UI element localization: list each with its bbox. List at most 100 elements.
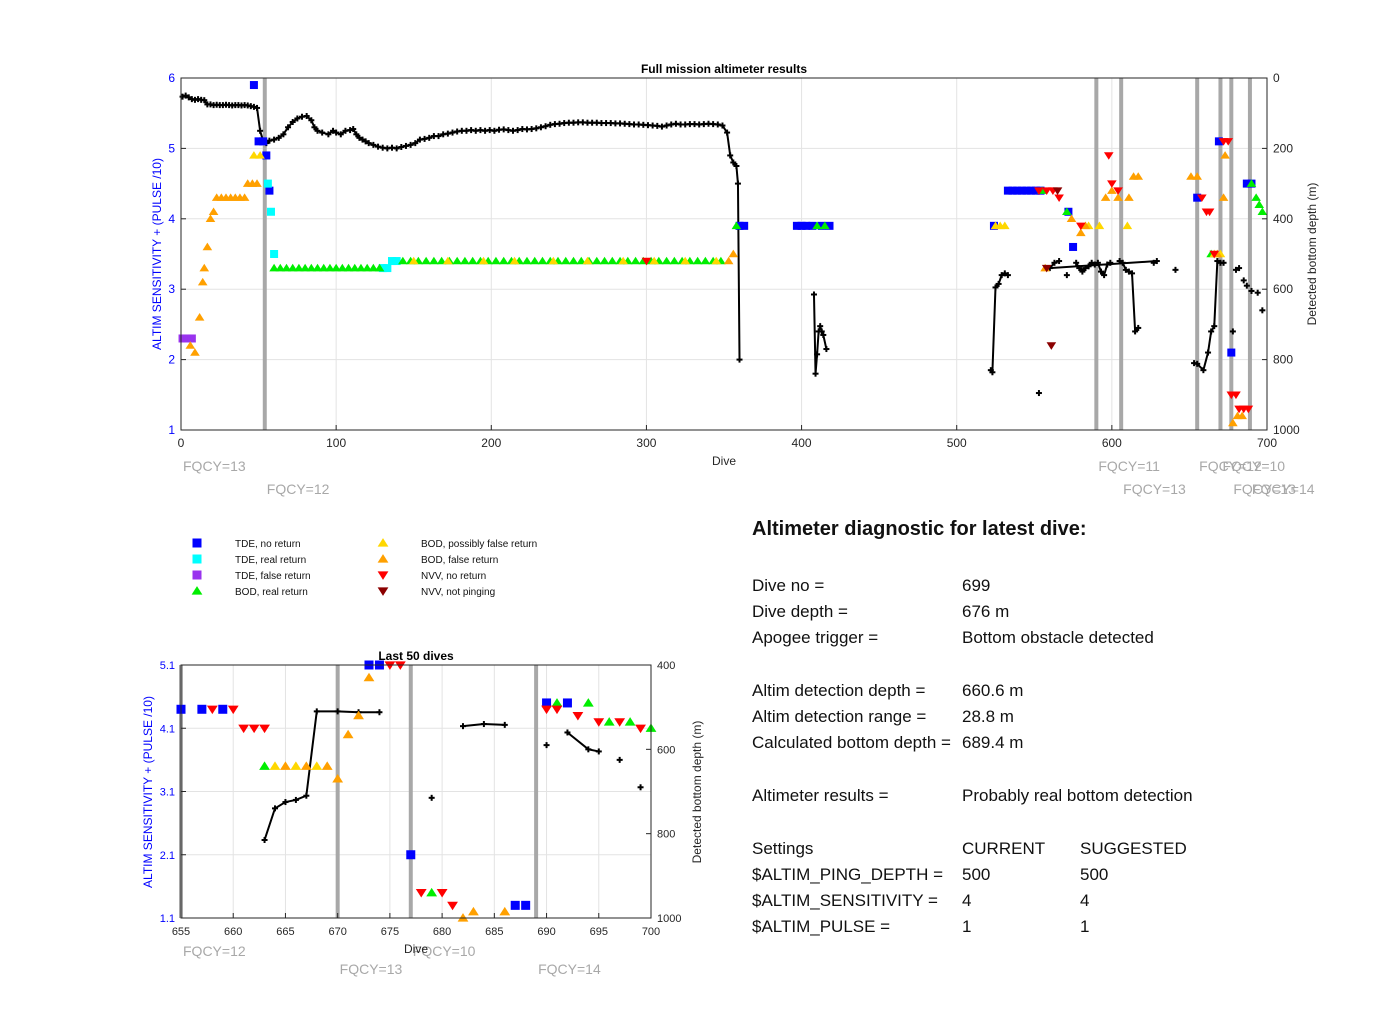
depth-point	[1220, 259, 1227, 266]
depth-point	[992, 284, 999, 291]
depth-point	[820, 331, 827, 338]
bod-real-marker	[362, 263, 372, 272]
bod-false-marker	[1237, 411, 1247, 420]
depth-line	[263, 710, 380, 841]
bod-real-marker	[669, 256, 680, 265]
depth-point	[1129, 270, 1136, 277]
bod-false-marker	[723, 256, 734, 265]
y2-tick-label: 1000	[657, 913, 681, 925]
bod-possibly-marker	[255, 151, 265, 159]
depth-point	[1101, 272, 1108, 279]
depth-point	[1236, 265, 1243, 272]
nvv-no-marker	[206, 705, 218, 715]
bod-false-marker	[1107, 186, 1117, 194]
depth-point	[1073, 259, 1080, 266]
bod-real-marker	[498, 256, 509, 265]
bod-possibly-marker	[478, 256, 489, 265]
tde-no-marker	[1003, 186, 1012, 195]
depth-point	[1056, 258, 1063, 265]
plot-frame	[180, 77, 1268, 431]
bod-real-marker	[661, 256, 672, 265]
nvv-no-marker	[1209, 250, 1220, 259]
bod-false-marker	[321, 761, 333, 770]
depth-point	[370, 141, 377, 148]
depth-point	[1200, 367, 1207, 374]
bod-false-marker	[342, 729, 354, 739]
bod-real-marker	[306, 263, 317, 272]
y-tick-label: 3.1	[160, 787, 175, 799]
depth-point	[257, 127, 264, 134]
nvv-no-marker	[394, 661, 406, 670]
y2-tick-label: 200	[1273, 141, 1293, 155]
tde-no-marker	[808, 221, 817, 230]
fqcy-label: FQCY=10	[1222, 458, 1285, 474]
bod-real-marker	[312, 263, 323, 272]
fqcy-label: FQCY=14	[1252, 481, 1315, 497]
x-tick-label: 665	[276, 926, 294, 938]
depth-point	[480, 721, 487, 728]
legend-marker	[192, 538, 202, 548]
y2-tick-label: 800	[1273, 353, 1293, 367]
nvv-no-marker	[436, 889, 448, 898]
depth-point	[402, 142, 409, 149]
depth-point	[266, 137, 273, 144]
depth-point	[435, 133, 442, 140]
nvv-no-marker	[1034, 187, 1044, 195]
bod-false-marker	[1113, 193, 1123, 201]
bod-false-marker	[1192, 172, 1202, 180]
x-tick-label: 695	[590, 926, 608, 938]
nvv-no-marker	[635, 724, 646, 734]
bod-real-marker	[318, 263, 329, 272]
y-tick-label: 2.1	[160, 850, 175, 862]
depth-point	[303, 792, 310, 799]
x-tick-label: 700	[1257, 436, 1277, 450]
depth-point	[250, 103, 257, 110]
bod-possibly-marker	[249, 151, 259, 159]
depth-point	[412, 140, 419, 147]
bod-possibly-marker	[711, 256, 722, 265]
bod-possibly-marker	[548, 256, 559, 265]
depth-point	[289, 119, 296, 125]
y-tick-label: 4	[168, 212, 175, 226]
tde-false-marker	[183, 334, 192, 343]
bod-real-marker	[537, 256, 548, 265]
legend-marker	[377, 538, 389, 547]
depth-point	[730, 159, 737, 166]
tde-no-marker	[197, 704, 207, 714]
bod-false-marker	[1100, 193, 1111, 201]
x-tick-label: 680	[433, 926, 451, 938]
diag-value: Probably real bottom detection	[962, 786, 1193, 805]
bod-real-marker	[300, 263, 310, 272]
bod-false-marker	[353, 710, 364, 720]
depth-point	[1135, 324, 1142, 331]
bod-real-marker	[281, 263, 292, 272]
x-tick-label: 300	[636, 436, 656, 450]
setting-current: 1	[962, 917, 972, 936]
legend-marker	[377, 554, 389, 563]
nvv-notping-marker	[1052, 187, 1063, 195]
depth-point	[1259, 307, 1266, 314]
tde-no-marker	[1013, 186, 1022, 195]
nvv-no-marker	[384, 661, 396, 670]
depth-point	[823, 346, 830, 353]
diag-value: 28.8 m	[962, 707, 1014, 726]
bod-false-marker	[199, 263, 210, 272]
tde-no-marker	[740, 221, 749, 230]
diag-label: Altim detection depth =	[752, 681, 926, 700]
bod-real-marker	[325, 263, 335, 272]
diag-label: Dive depth =	[752, 602, 848, 621]
bod-real-marker	[522, 256, 532, 265]
depth-point	[736, 356, 743, 363]
depth-point	[812, 370, 819, 377]
depth-point	[428, 794, 435, 801]
depth-point	[330, 127, 337, 134]
depth-point	[564, 729, 571, 736]
y2-tick-label: 400	[1273, 212, 1293, 226]
nvv-notping-marker	[1046, 342, 1057, 350]
bod-false-marker	[1080, 221, 1091, 230]
nvv-no-marker	[1113, 187, 1123, 195]
bod-real-marker	[551, 698, 563, 707]
bod-real-marker	[582, 698, 594, 707]
depth-point	[275, 134, 282, 141]
altimeter-diagnostic-panel: Altimeter diagnostic for latest dive: Di…	[752, 518, 1352, 936]
